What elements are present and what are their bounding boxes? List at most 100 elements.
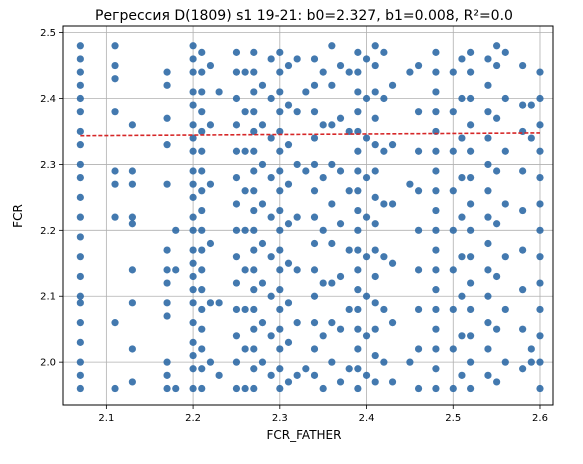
data-point xyxy=(293,319,301,327)
data-point xyxy=(354,206,362,215)
data-point xyxy=(536,226,544,234)
data-point xyxy=(354,286,362,294)
data-point xyxy=(250,345,258,353)
data-point xyxy=(163,246,171,254)
data-point xyxy=(371,325,379,333)
data-point xyxy=(449,266,457,274)
grid xyxy=(63,26,553,405)
data-point xyxy=(111,213,119,221)
data-point xyxy=(267,253,275,261)
data-point xyxy=(380,358,388,366)
data-point xyxy=(258,239,267,248)
data-point xyxy=(449,384,457,393)
data-point xyxy=(501,253,509,261)
data-point xyxy=(380,147,388,155)
x-tick-label: 2.5 xyxy=(445,413,461,424)
data-point xyxy=(250,286,258,294)
data-point xyxy=(310,213,319,221)
data-point xyxy=(284,180,293,188)
data-point xyxy=(293,160,301,169)
data-point xyxy=(232,253,241,261)
data-point xyxy=(276,226,284,234)
data-point xyxy=(258,279,267,287)
data-point xyxy=(432,167,440,175)
data-point xyxy=(198,187,206,195)
data-point xyxy=(310,187,319,195)
data-point xyxy=(493,114,501,122)
data-point xyxy=(198,365,206,373)
data-point xyxy=(449,345,457,353)
data-point xyxy=(449,226,457,234)
data-point xyxy=(163,114,171,122)
data-point xyxy=(484,160,492,169)
data-point xyxy=(76,193,84,201)
x-tick-label: 2.2 xyxy=(185,413,201,424)
data-point xyxy=(128,266,136,274)
data-point xyxy=(76,338,84,346)
data-point xyxy=(189,299,197,307)
data-point xyxy=(371,272,379,281)
y-tick-label: 2.2 xyxy=(40,226,56,237)
data-point xyxy=(467,358,475,366)
data-point xyxy=(328,81,336,89)
data-point xyxy=(458,292,466,300)
data-point xyxy=(302,88,310,96)
y-tick-label: 2.5 xyxy=(40,28,56,39)
data-point xyxy=(310,160,319,169)
data-point xyxy=(536,174,544,182)
data-point xyxy=(111,108,119,116)
data-point xyxy=(206,61,215,70)
x-tick-label: 2.1 xyxy=(98,413,114,424)
data-point xyxy=(371,114,379,122)
data-point xyxy=(163,312,171,320)
data-point xyxy=(241,68,249,76)
data-point xyxy=(76,174,84,182)
data-point xyxy=(258,358,267,366)
data-point xyxy=(371,61,379,70)
data-point xyxy=(250,325,258,333)
data-point xyxy=(293,213,301,221)
data-point xyxy=(519,61,527,70)
data-point xyxy=(198,88,206,96)
data-point xyxy=(310,108,319,116)
data-point xyxy=(345,305,353,314)
data-point xyxy=(76,55,84,63)
data-point xyxy=(354,246,362,254)
data-point xyxy=(432,48,440,56)
data-point xyxy=(250,384,258,393)
data-point xyxy=(76,233,84,241)
x-tick-label: 2.4 xyxy=(359,413,375,424)
data-point xyxy=(206,239,215,248)
data-point xyxy=(328,279,336,287)
data-point xyxy=(414,61,423,70)
data-point xyxy=(388,200,397,208)
data-point xyxy=(258,200,267,208)
data-point xyxy=(371,220,379,228)
data-point xyxy=(371,246,379,254)
y-axis-label: FCR xyxy=(11,204,25,228)
data-point xyxy=(163,141,171,149)
data-point xyxy=(284,378,293,386)
data-point xyxy=(293,371,301,379)
data-point xyxy=(449,305,457,314)
data-point xyxy=(198,325,206,333)
data-point xyxy=(310,266,319,274)
data-point xyxy=(362,371,371,379)
data-point xyxy=(458,55,466,63)
data-point xyxy=(362,134,371,142)
data-point xyxy=(302,167,310,175)
data-point xyxy=(250,127,258,136)
data-point xyxy=(163,358,171,366)
data-point xyxy=(354,305,362,314)
scatter-points xyxy=(76,42,544,393)
data-point xyxy=(189,365,197,373)
data-point xyxy=(284,259,293,267)
data-point xyxy=(250,365,258,373)
data-point xyxy=(76,68,84,76)
data-point xyxy=(328,160,336,169)
data-point xyxy=(189,134,197,142)
data-point xyxy=(484,345,492,353)
data-point xyxy=(467,279,475,287)
data-point xyxy=(519,325,527,333)
data-point xyxy=(111,180,119,188)
